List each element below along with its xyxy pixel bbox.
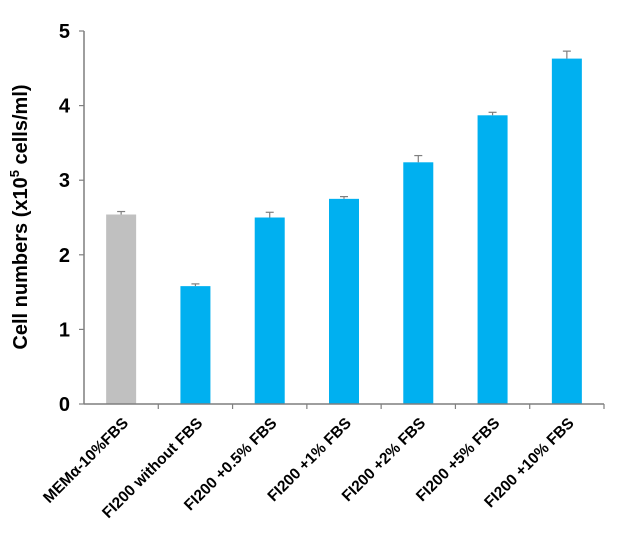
bar bbox=[329, 198, 359, 404]
bar bbox=[403, 162, 434, 404]
y-tick-label: 4 bbox=[59, 96, 71, 118]
error-bars-layer bbox=[117, 50, 571, 287]
y-tick-label: 2 bbox=[59, 245, 70, 267]
bar bbox=[180, 286, 211, 404]
y-axis-title-superscript: 5 bbox=[7, 170, 22, 177]
y-axis-title-unit: cells/ml) bbox=[10, 84, 32, 170]
bar bbox=[106, 214, 137, 404]
y-axis-title: Cell numbers (x105 cells/ml) bbox=[7, 84, 32, 349]
y-tick-label: 1 bbox=[59, 319, 70, 341]
bar bbox=[477, 115, 508, 404]
y-tick-label: 3 bbox=[59, 170, 70, 192]
bar bbox=[551, 58, 582, 405]
bars-layer bbox=[106, 58, 582, 405]
y-tick-label: 0 bbox=[59, 394, 70, 416]
y-axis-title-main: Cell numbers (x10 bbox=[10, 177, 32, 349]
bar bbox=[254, 217, 285, 404]
y-ticks-layer: 0 1 2 3 4 5 bbox=[59, 21, 84, 416]
y-tick-label: 5 bbox=[59, 21, 70, 43]
